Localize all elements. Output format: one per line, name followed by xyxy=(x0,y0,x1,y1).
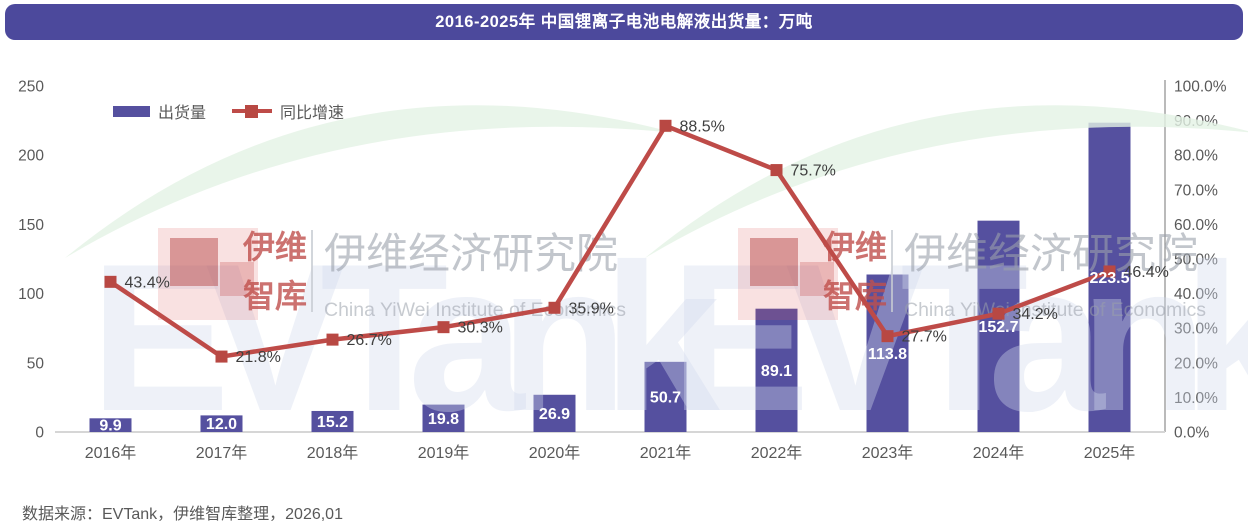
watermark-seal-icon xyxy=(738,228,838,320)
left-axis-tick: 50 xyxy=(27,355,45,372)
legend: 出货量 同比增速 xyxy=(113,101,345,122)
right-axis-tick: 60.0% xyxy=(1174,217,1218,234)
right-axis-tick: 80.0% xyxy=(1174,148,1218,165)
bar-2023年 xyxy=(866,274,909,432)
bar-value-label: 12.0 xyxy=(206,416,237,433)
left-axis-tick: 250 xyxy=(18,79,44,96)
bar-value-label: 152.7 xyxy=(978,319,1018,336)
watermark-institute-cn: 伊维经济研究院 xyxy=(904,230,1198,277)
marker-2017年 xyxy=(215,350,228,363)
watermark-stamp-line1: 伊维 xyxy=(822,229,887,265)
line-layer: 43.4% 21.8% 26.7% 30.3% 35.9% 88.5% 75.7% 27.7%… xyxy=(104,118,1169,366)
bar-2017年 xyxy=(200,415,243,432)
growth-value-label: 43.4% xyxy=(125,274,170,291)
x-axis-label: 2021年 xyxy=(640,444,692,462)
watermark-seal-inner-icon xyxy=(170,238,218,286)
bar-value-label: 9.9 xyxy=(99,418,121,435)
marker-2018年 xyxy=(326,333,339,346)
legend-line-label: 同比增速 xyxy=(280,105,345,122)
bars-layer xyxy=(89,122,1131,433)
x-axis-label: 2019年 xyxy=(418,444,470,462)
growth-value-label: 30.3% xyxy=(458,320,503,337)
watermark-institute-cn: 伊维经济研究院 xyxy=(324,230,618,277)
bar-2021年 xyxy=(644,361,687,432)
watermark-seal-inner2-icon xyxy=(800,262,834,296)
watermark-seal-inner2-icon xyxy=(220,262,254,296)
marker-2019年 xyxy=(437,321,450,334)
right-axis-tick: 10.0% xyxy=(1174,390,1218,407)
bar-labels-layer: 9.9 12.0 15.2 19.8 26.9 50.7 89.1 113.8 152.7 223… xyxy=(99,270,1129,435)
growth-value-label: 35.9% xyxy=(569,300,614,317)
marker-2024年 xyxy=(992,307,1005,320)
watermark-stamp-line2: 智库 xyxy=(823,278,887,314)
chart-title: 2016-2025年 中国锂离子电池电解液出货量：万吨 xyxy=(5,4,1243,40)
bar-2020年 xyxy=(533,394,576,432)
growth-value-label: 27.7% xyxy=(902,329,947,346)
bar-2016年 xyxy=(89,418,132,432)
x-axis-label: 2023年 xyxy=(862,444,914,462)
watermark-swoosh-icon xyxy=(645,105,1248,258)
x-axis-label: 2017年 xyxy=(196,444,248,462)
watermark-stamp-line2: 智库 xyxy=(243,278,307,314)
legend-bar-label: 出货量 xyxy=(158,105,207,122)
bar-value-label: 50.7 xyxy=(650,389,681,406)
legend-line-marker-icon xyxy=(245,104,259,118)
legend-bar-swatch xyxy=(113,105,150,117)
bar-2022年 xyxy=(755,308,798,432)
growth-value-label: 26.7% xyxy=(347,332,392,349)
bar-2024年 xyxy=(977,220,1020,432)
marker-2023年 xyxy=(881,330,894,343)
watermark-seal-inner-icon xyxy=(750,238,798,286)
watermark-brand-text: EVTank xyxy=(90,220,720,455)
watermark-swoosh-icon xyxy=(65,105,675,258)
marker-2016年 xyxy=(104,275,117,288)
right-axis-tick: 70.0% xyxy=(1174,182,1218,199)
watermark-seal-icon xyxy=(158,228,258,320)
bar-value-label: 19.8 xyxy=(428,411,459,428)
right-axis-tick: 100.0% xyxy=(1174,79,1227,96)
data-source-text: 数据来源：EVTank，伊维智库整理，2026,01 xyxy=(22,506,343,523)
growth-value-label: 21.8% xyxy=(236,349,281,366)
marker-2021年 xyxy=(659,119,672,132)
growth-value-label: 75.7% xyxy=(791,163,836,180)
watermark-brand-text: EVTank xyxy=(670,220,1248,455)
x-axis-label: 2024年 xyxy=(973,444,1025,462)
growth-value-label: 88.5% xyxy=(680,118,725,135)
growth-value-label: 34.2% xyxy=(1013,306,1058,323)
right-axis-tick: 40.0% xyxy=(1174,286,1218,303)
left-axis-tick: 150 xyxy=(18,217,44,234)
marker-2022年 xyxy=(770,164,783,177)
bar-value-label: 223.5 xyxy=(1089,270,1129,287)
axes-layer: 0 50 100 150 200 250 0.0% 10.0% 20.0% 30.0% 40.0% 5… xyxy=(18,79,1227,463)
legend-line-swatch xyxy=(232,103,273,119)
x-axis-label: 2018年 xyxy=(307,444,359,462)
bar-value-label: 113.8 xyxy=(868,346,907,363)
marker-2020年 xyxy=(548,301,561,314)
growth-line xyxy=(109,123,1111,359)
marker-2025年 xyxy=(1103,265,1116,278)
x-axis-label: 2022年 xyxy=(751,444,803,462)
x-axis-label: 2020年 xyxy=(529,444,581,462)
bar-value-label: 89.1 xyxy=(761,363,792,380)
watermark-stamp-line1: 伊维 xyxy=(242,229,307,265)
x-axis-label: 2025年 xyxy=(1084,444,1136,462)
left-axis-tick: 100 xyxy=(18,286,44,303)
bar-2019年 xyxy=(422,404,465,432)
bar-value-label: 26.9 xyxy=(539,406,570,423)
data-source: 数据来源：EVTank，伊维智库整理，2026,01 xyxy=(22,500,343,524)
right-axis-tick: 50.0% xyxy=(1174,252,1218,269)
right-axis-tick: 20.0% xyxy=(1174,355,1218,372)
left-axis-tick: 0 xyxy=(35,425,44,442)
right-axis-tick: 30.0% xyxy=(1174,321,1218,338)
x-axis-label: 2016年 xyxy=(85,444,137,462)
bar-2018年 xyxy=(311,410,354,432)
growth-value-label: 46.4% xyxy=(1124,264,1169,281)
bar-value-label: 15.2 xyxy=(317,414,348,431)
left-axis-tick: 200 xyxy=(18,148,44,165)
right-axis-tick: 0.0% xyxy=(1174,425,1210,442)
